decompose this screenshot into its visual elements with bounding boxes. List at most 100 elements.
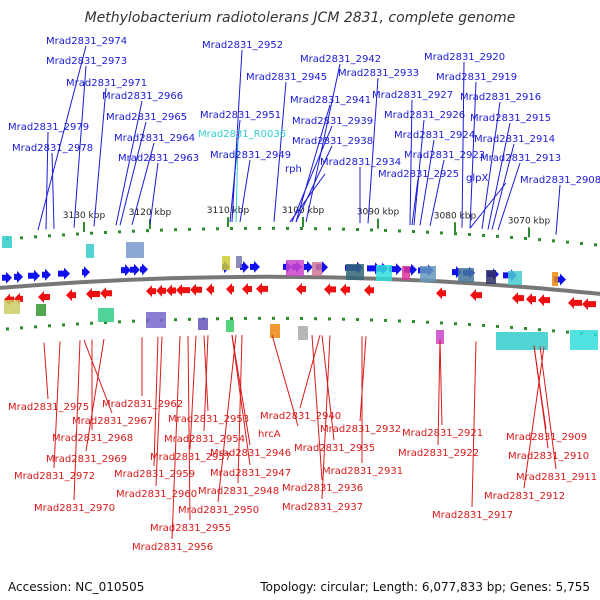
bottom-gene-label: Mrad2831_2935 — [294, 443, 375, 454]
forward-strand-genes: Mrad2831_2974 Mrad2831_2973 Mrad2831_2971 M… — [2, 36, 600, 286]
reverse-gene-arrow — [568, 296, 582, 309]
top-gene-label: Mrad2831_2974 — [46, 36, 127, 47]
top-gene-label: Mrad2831_2916 — [460, 92, 541, 103]
bottom-gene-label: Mrad2831_2969 — [46, 454, 127, 465]
lower-dot — [6, 327, 9, 331]
lower-dot — [132, 319, 135, 323]
bottom-gene-label: Mrad2831_2922 — [398, 448, 479, 459]
reverse-gene-arrow — [156, 284, 166, 297]
upper-dot — [328, 227, 331, 231]
reverse-strand-genes: Mrad2831_2975 Mrad2831_2967 Mrad2831_2968 M… — [4, 282, 598, 553]
top-gene-label: Mrad2831_2973 — [46, 56, 127, 67]
reverse-gene-arrow — [14, 292, 23, 305]
bottom-gene-label: Mrad2831_2950 — [178, 505, 259, 516]
upper-dot — [510, 235, 513, 239]
feature-box — [198, 318, 208, 330]
reverse-gene-arrow — [526, 293, 536, 306]
upper-dot — [258, 226, 261, 230]
top-gene-label: Mrad2831_R0036 — [198, 129, 286, 140]
tick-label: 3110 kbp — [207, 206, 250, 216]
top-gene-label: Mrad2831_2927 — [372, 90, 453, 101]
lower-dot — [370, 318, 373, 322]
reverse-gene-arrow — [582, 298, 596, 311]
feature-box — [420, 266, 436, 282]
forward-gene-arrow — [28, 269, 40, 282]
lower-dot — [496, 324, 499, 328]
top-gene-label: Mrad2831_2966 — [102, 91, 183, 102]
reverse-gene-arrow — [226, 283, 234, 296]
reverse-gene-arrow — [436, 287, 446, 300]
reverse-gene-arrow — [512, 292, 524, 305]
lower-dot — [258, 316, 261, 320]
top-gene-label: Mrad2831_2963 — [118, 153, 199, 164]
accession-text: Accession: NC_010505 — [8, 580, 145, 594]
top-gene-label: rph — [285, 164, 302, 175]
top-gene-label: Mrad2831_2913 — [480, 153, 561, 164]
reverse-gene-arrow — [538, 294, 550, 307]
upper-dot — [566, 240, 569, 244]
lower-dot — [482, 323, 485, 327]
lower-dot — [216, 317, 219, 321]
lower-dot — [552, 329, 555, 333]
bottom-leader-line — [439, 339, 443, 426]
topology-text: Topology: circular; Length: 6,077,833 bp… — [260, 580, 590, 594]
top-leader-line — [149, 162, 159, 225]
bottom-gene-label: Mrad2831_2910 — [508, 451, 589, 462]
bottom-leader-line — [203, 335, 209, 432]
feature-box — [226, 320, 234, 332]
reverse-gene-arrow — [242, 282, 252, 295]
feature-box — [270, 324, 280, 338]
bottom-leader-line — [53, 341, 61, 469]
feature-box — [2, 236, 12, 248]
lower-dot — [90, 321, 93, 325]
top-leader-line — [481, 101, 501, 230]
lower-dot — [300, 317, 303, 320]
tick-label: 3100 kbp — [282, 206, 325, 216]
bottom-gene-label: Mrad2831_2947 — [210, 468, 291, 479]
bottom-gene-label: Mrad2831_2970 — [34, 503, 115, 514]
top-gene-label: Mrad2831_2971 — [66, 78, 147, 89]
top-leader-line — [73, 65, 87, 228]
upper-dot — [426, 230, 429, 234]
bottom-leader-line — [271, 334, 299, 427]
lower-dot — [20, 326, 23, 330]
lower-dot — [104, 320, 107, 324]
bottom-leader-line — [153, 336, 159, 467]
top-leader-line — [469, 182, 507, 229]
lower-dot — [314, 317, 317, 321]
bottom-gene-label: Mrad2831_2967 — [72, 416, 153, 427]
upper-dot — [286, 226, 289, 230]
upper-dot — [76, 232, 79, 236]
upper-dot — [552, 239, 555, 243]
bottom-gene-label: Mrad2831_2957 — [150, 452, 231, 463]
lower-dot — [510, 325, 513, 329]
tick-label: 3090 kbp — [357, 208, 400, 218]
upper-dot — [538, 238, 541, 242]
bottom-gene-label: Mrad2831_2921 — [402, 428, 483, 439]
upper-dot — [216, 227, 219, 231]
bottom-leader-line — [231, 334, 251, 466]
feature-box — [286, 260, 304, 276]
feature-box — [4, 300, 20, 314]
reverse-gene-arrow — [176, 284, 190, 297]
reverse-gene-arrow — [100, 287, 112, 300]
top-leader-line — [367, 77, 379, 224]
bottom-leader-line — [299, 335, 321, 409]
feature-box — [436, 330, 444, 344]
feature-box — [36, 304, 46, 316]
top-gene-label: Mrad2831_2934 — [320, 157, 401, 168]
forward-gene-arrow — [240, 260, 249, 273]
feature-box — [86, 244, 94, 258]
forward-gene-arrow — [389, 263, 402, 276]
forward-gene-arrow — [130, 263, 140, 276]
top-gene-label: Mrad2831_2926 — [384, 110, 465, 121]
top-gene-label: Mrad2831_2933 — [338, 68, 419, 79]
lower-dot — [440, 321, 443, 325]
forward-gene-arrow — [140, 263, 148, 276]
lower-dot — [426, 320, 429, 324]
upper-dot — [202, 227, 205, 231]
top-leader-line — [413, 119, 425, 226]
top-leader-line — [409, 99, 413, 225]
